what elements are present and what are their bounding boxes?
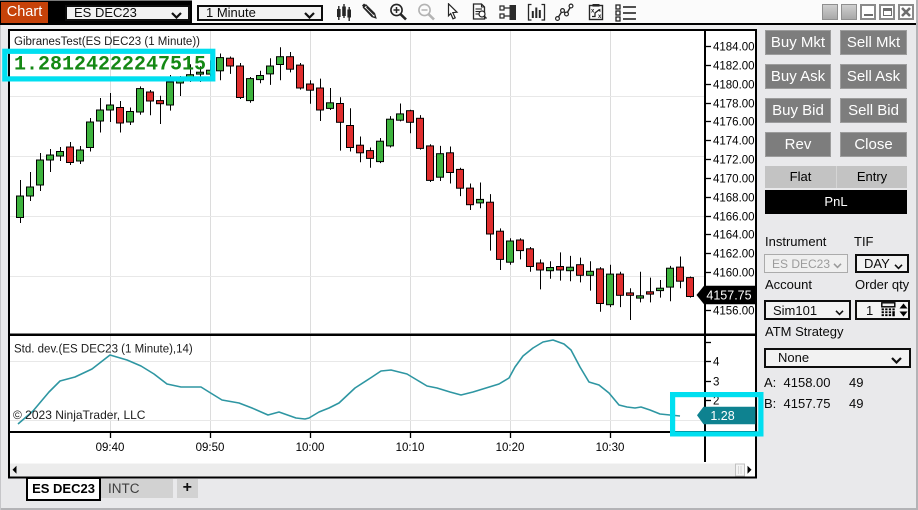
svg-text:4174.00: 4174.00 (713, 136, 755, 148)
svg-text:© 2023 NinjaTrader, LLC: © 2023 NinjaTrader, LLC (13, 408, 146, 422)
svg-text:4157.75: 4157.75 (706, 289, 751, 303)
svg-text:3: 3 (713, 377, 719, 389)
svg-text:4160.00: 4160.00 (713, 268, 755, 280)
svg-text:4162.00: 4162.00 (713, 249, 755, 261)
svg-text:4170.00: 4170.00 (713, 174, 755, 186)
svg-text:x: x (598, 14, 602, 20)
svg-text:10:30: 10:30 (596, 442, 625, 454)
svg-text:GibranesTest(ES DEC23 (1 Minut: GibranesTest(ES DEC23 (1 Minute)) (14, 36, 200, 48)
svg-text:4156.00: 4156.00 (713, 306, 755, 318)
svg-text:4: 4 (713, 357, 720, 369)
svg-text:4176.00: 4176.00 (713, 117, 755, 129)
svg-text:4180.00: 4180.00 (713, 80, 755, 92)
svg-text:1.28124222247515: 1.28124222247515 (14, 53, 206, 76)
svg-text:10:10: 10:10 (396, 442, 425, 454)
svg-text:Std. dev.(ES DEC23 (1 Minute),: Std. dev.(ES DEC23 (1 Minute),14) (14, 344, 193, 356)
svg-text:09:50: 09:50 (196, 442, 225, 454)
svg-text:4172.00: 4172.00 (713, 155, 755, 167)
svg-text:10:20: 10:20 (496, 442, 525, 454)
svg-text:4182.00: 4182.00 (713, 61, 755, 73)
svg-text:09:40: 09:40 (96, 442, 125, 454)
svg-text:4168.00: 4168.00 (713, 193, 755, 205)
svg-text:2: 2 (713, 396, 719, 408)
svg-text:x: x (591, 9, 595, 15)
svg-text:1.28: 1.28 (710, 409, 734, 423)
svg-text:4164.00: 4164.00 (713, 230, 755, 242)
svg-text:10:00: 10:00 (296, 442, 325, 454)
svg-text:4166.00: 4166.00 (713, 212, 755, 224)
svg-text:4178.00: 4178.00 (713, 99, 755, 111)
svg-text:4184.00: 4184.00 (713, 42, 755, 54)
